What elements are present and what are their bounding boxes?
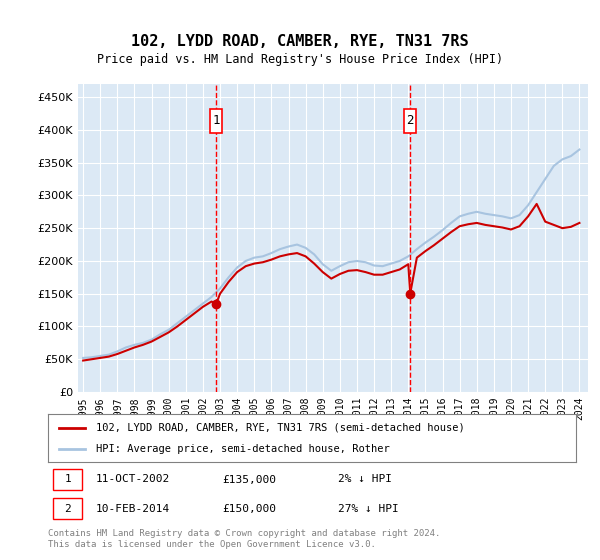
Text: HPI: Average price, semi-detached house, Rother: HPI: Average price, semi-detached house,… [95, 444, 389, 454]
Text: 102, LYDD ROAD, CAMBER, RYE, TN31 7RS (semi-detached house): 102, LYDD ROAD, CAMBER, RYE, TN31 7RS (s… [95, 423, 464, 433]
Text: Contains HM Land Registry data © Crown copyright and database right 2024.
This d: Contains HM Land Registry data © Crown c… [48, 529, 440, 549]
FancyBboxPatch shape [53, 469, 82, 490]
Text: 2: 2 [406, 114, 414, 128]
FancyBboxPatch shape [53, 498, 82, 520]
Text: 2: 2 [64, 504, 71, 514]
Text: 102, LYDD ROAD, CAMBER, RYE, TN31 7RS: 102, LYDD ROAD, CAMBER, RYE, TN31 7RS [131, 34, 469, 49]
Text: 2% ↓ HPI: 2% ↓ HPI [338, 474, 392, 484]
Text: 10-FEB-2014: 10-FEB-2014 [95, 504, 170, 514]
FancyBboxPatch shape [210, 109, 222, 133]
FancyBboxPatch shape [404, 109, 416, 133]
Text: £150,000: £150,000 [222, 504, 276, 514]
Text: 27% ↓ HPI: 27% ↓ HPI [338, 504, 399, 514]
Text: 11-OCT-2002: 11-OCT-2002 [95, 474, 170, 484]
Text: 1: 1 [64, 474, 71, 484]
Text: £135,000: £135,000 [222, 474, 276, 484]
Text: Price paid vs. HM Land Registry's House Price Index (HPI): Price paid vs. HM Land Registry's House … [97, 53, 503, 66]
Text: 1: 1 [212, 114, 220, 128]
